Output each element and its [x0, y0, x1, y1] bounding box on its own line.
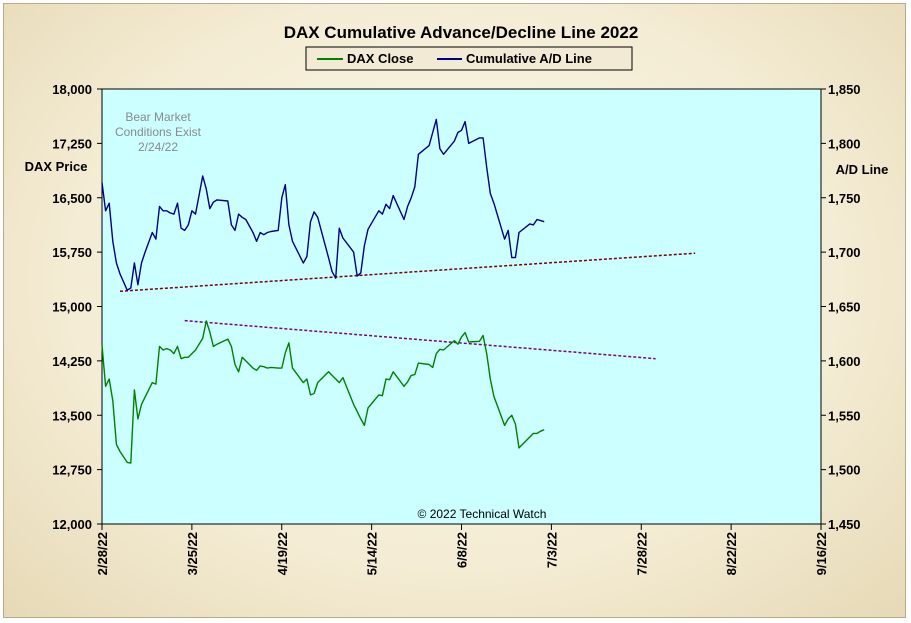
x-tick-label: 7/3/22	[544, 532, 559, 568]
x-ticks: 2/28/22 3/25/22 4/19/22 5/14/22 6/8/22 7/3/22…	[95, 524, 829, 575]
y-right-tick-label: 1,500	[828, 463, 861, 478]
y-right-tick-label: 1,600	[828, 354, 861, 369]
copyright-note: © 2022 Technical Watch	[418, 507, 547, 521]
x-tick-label: 8/22/22	[724, 532, 739, 575]
y-right-ticks: 1,450 1,500 1,550 1,600 1,650 1,700 1,750 1,800…	[821, 82, 861, 532]
trendlines	[119, 252, 696, 360]
series-line-dax-close	[101, 320, 545, 464]
x-tick-label: 4/19/22	[275, 532, 290, 575]
legend-label-dax-close: DAX Close	[347, 51, 413, 66]
y-right-tick-label: 1,450	[828, 517, 861, 532]
y-right-tick-label: 1,700	[828, 245, 861, 260]
y-left-tick-label: 12,750	[52, 463, 92, 478]
y-right-tick-label: 1,650	[828, 300, 861, 315]
y-left-axis-title: DAX Price	[25, 159, 88, 174]
y-left-tick-label: 14,250	[52, 354, 92, 369]
y-right-tick-label: 1,550	[828, 408, 861, 423]
series	[101, 118, 545, 464]
trendline-1	[119, 252, 696, 293]
x-tick-label: 2/28/22	[95, 532, 110, 575]
y-right-tick-label: 1,800	[828, 136, 861, 151]
annotation-bear-market-line2: Conditions Exist	[115, 125, 202, 139]
y-left-tick-label: 15,000	[52, 300, 92, 315]
x-tick-label: 5/14/22	[365, 532, 380, 575]
legend-label-ad-line: Cumulative A/D Line	[466, 51, 592, 66]
x-tick-label: 3/25/22	[185, 532, 200, 575]
y-left-tick-label: 13,500	[52, 408, 92, 423]
y-right-axis-title: A/D Line	[836, 162, 889, 177]
y-left-tick-label: 17,250	[52, 136, 92, 151]
chart-title: DAX Cumulative Advance/Decline Line 2022	[284, 23, 639, 42]
legend: DAX Close Cumulative A/D Line	[305, 46, 633, 71]
plot-area	[101, 88, 822, 525]
y-left-tick-label: 16,500	[52, 191, 92, 206]
y-left-ticks: 12,000 12,750 13,500 14,250 15,000 15,750 16,5…	[52, 82, 102, 532]
y-left-tick-label: 15,750	[52, 245, 92, 260]
series-line-cumulative-ad	[101, 118, 545, 291]
x-tick-label: 7/28/22	[634, 532, 649, 575]
trendline-2	[184, 319, 656, 360]
x-tick-label: 9/16/22	[814, 532, 829, 575]
y-right-tick-label: 1,750	[828, 191, 861, 206]
y-right-tick-label: 1,850	[828, 82, 861, 97]
annotation-bear-market-line1: Bear Market	[125, 110, 191, 124]
annotation-bear-market-date: 2/24/22	[138, 140, 178, 154]
x-tick-label: 6/8/22	[455, 532, 470, 568]
y-left-tick-label: 12,000	[52, 517, 92, 532]
y-left-tick-label: 18,000	[52, 82, 92, 97]
